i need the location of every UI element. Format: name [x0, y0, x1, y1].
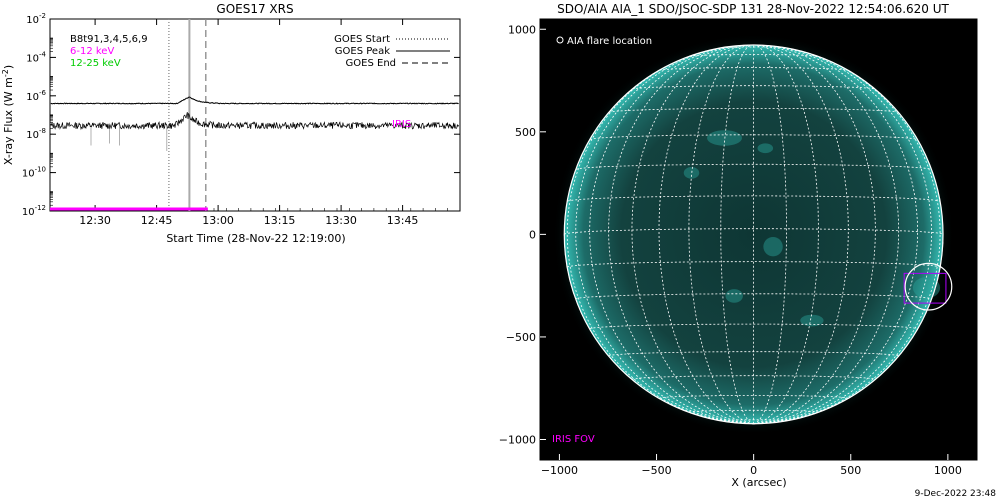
x-tick-label: 500 — [840, 464, 861, 477]
legend-goes-end-label: GOES End — [346, 58, 396, 69]
goes-x-axis: 12:30 12:45 13:00 13:15 13:30 13:45 — [53, 19, 449, 227]
longitude-line — [608, 44, 754, 425]
aia-x-axis-label: X (arcsec) — [731, 476, 786, 489]
legend-goes-start-label: GOES Start — [334, 34, 390, 45]
longitude-line — [753, 44, 900, 425]
x-tick-label: 12:30 — [79, 214, 111, 227]
latitude-line — [566, 261, 941, 268]
longitude-line — [688, 44, 754, 425]
longitude-line — [589, 45, 754, 425]
x-tick-label: 0 — [750, 464, 757, 477]
latitude-line — [589, 134, 918, 140]
latitude-line — [567, 195, 941, 202]
goes-chart-title: GOES17 XRS — [216, 2, 293, 16]
goes-x-axis-label: Start Time (28-Nov-22 12:19:00) — [166, 232, 345, 245]
x-tick-label: 12:45 — [141, 214, 173, 227]
legend-circle-icon — [556, 36, 564, 44]
active-region-glow — [757, 143, 774, 154]
x-tick-label: −500 — [641, 464, 671, 477]
active-region-glow — [763, 236, 783, 257]
active-region-glow — [725, 289, 743, 303]
flare-location-marker — [904, 262, 953, 311]
aia-plot-frame — [539, 18, 978, 461]
y-tick-label: 0 — [529, 228, 536, 241]
y-tick-label: −1000 — [499, 433, 536, 446]
latitude-line — [658, 395, 849, 399]
longitude-line — [631, 44, 754, 425]
iris-label: IRIS — [392, 119, 411, 130]
aia-chart-title: SDO/AIA AIA_1 SDO/JSOC-SDP 131 28-Nov-20… — [557, 2, 949, 16]
goes-channel-labels: B8t91,3,4,5,6,9 6-12 keV 12-25 keV — [70, 34, 148, 69]
goes-y-axis: 10-12 10-10 10-8 10-6 10-4 10-2 — [22, 12, 460, 218]
channel-label-6-12kev: 6-12 keV — [70, 46, 114, 57]
aia-y-axis: 1000 500 0 −500 −1000 — [499, 23, 546, 446]
y-tick-label: 10-12 — [22, 204, 46, 218]
y-tick-label: 10-10 — [22, 166, 46, 180]
active-region-glow — [912, 277, 941, 299]
y-tick-label: 1000 — [508, 23, 536, 36]
y-tick-label: 10-4 — [26, 50, 46, 64]
channel-label-sat: B8t91,3,4,5,6,9 — [70, 34, 148, 45]
longitude-line — [720, 44, 754, 425]
channel-label-12-25kev: 12-25 keV — [70, 58, 121, 69]
longitude-line — [753, 45, 919, 425]
active-region-glow — [800, 314, 824, 327]
y-tick-label: −500 — [506, 331, 536, 344]
x-tick-label: 13:30 — [325, 214, 357, 227]
latitude-line — [563, 228, 944, 235]
y-tick-label: 10-8 — [26, 127, 46, 141]
iris-fov-label: IRIS FOV — [552, 434, 595, 445]
iris-fov-box — [903, 272, 947, 304]
latitude-line — [589, 323, 918, 330]
aia-legend: AIA flare location — [556, 36, 652, 47]
longitude-line — [753, 44, 876, 425]
aia-131-image-chart: SDO/AIA AIA_1 SDO/JSOC-SDP 131 28-Nov-20… — [499, 2, 978, 489]
legend-goes-peak-label: GOES Peak — [335, 46, 390, 57]
x-tick-label: 13:45 — [387, 214, 419, 227]
legend-flare-location-label: AIA flare location — [567, 36, 652, 47]
x-tick-label: −1000 — [541, 464, 578, 477]
goes-xrs-chart: GOES17 XRS 10-12 10-10 10-8 10-6 10-4 10-2 12… — [1, 2, 461, 245]
latitude-line — [575, 163, 932, 170]
active-region-glow — [683, 167, 700, 179]
aia-x-axis: −1000 −500 0 500 1000 — [541, 454, 962, 477]
solar-limb-outline — [563, 44, 944, 425]
x-tick-label: 13:15 — [264, 214, 296, 227]
latitude-line — [608, 108, 899, 113]
x-tick-label: 13:00 — [202, 214, 234, 227]
x-tick-label: 1000 — [934, 464, 962, 477]
y-tick-label: 10-6 — [26, 89, 46, 103]
generated-timestamp: 9-Dec-2022 23:48 — [915, 489, 997, 499]
goes-legend: GOES Start GOES Peak GOES End — [334, 34, 450, 69]
goes-short-channel-series — [50, 112, 459, 131]
active-regions — [683, 130, 941, 327]
longitude-line — [753, 44, 787, 425]
goes-y-axis-label: X-ray Flux (W m-2) — [1, 65, 15, 165]
goes-short-channel-dropouts — [90, 125, 168, 152]
goes-long-channel-series — [50, 96, 459, 105]
longitude-line — [753, 44, 819, 425]
y-tick-label: 500 — [515, 126, 536, 139]
y-tick-label: 10-2 — [26, 12, 46, 26]
